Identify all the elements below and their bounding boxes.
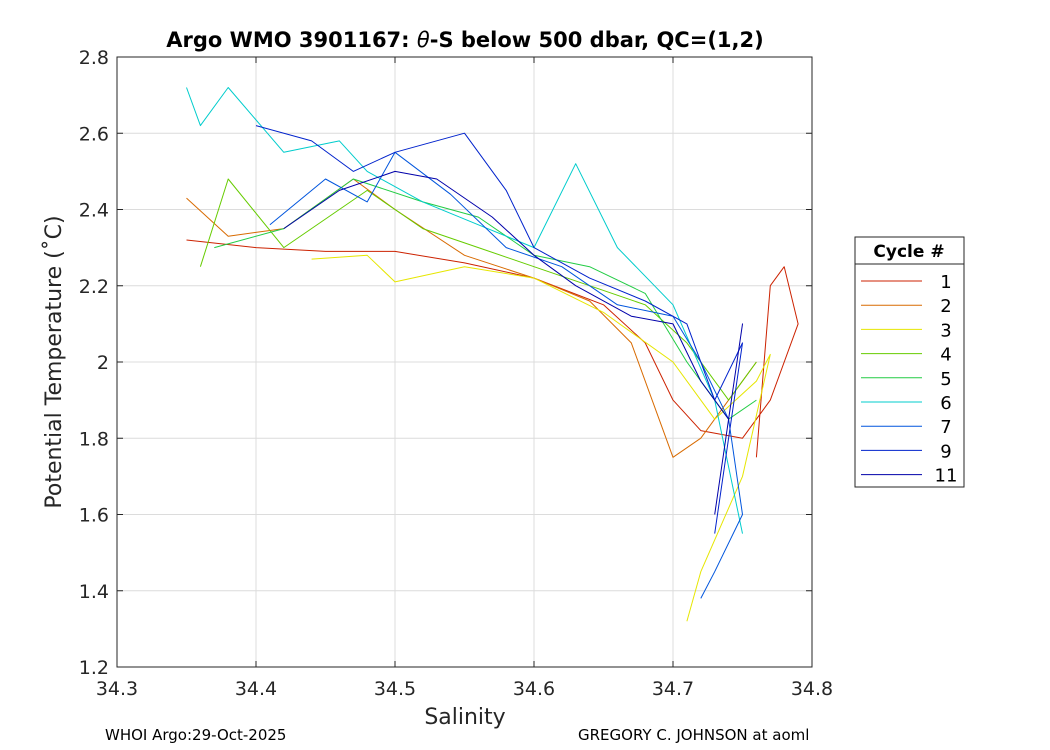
ticks-layer: 34.3 34.4 34.5 34.6 34.7 34.8 1.2 1.4 1.6 1.8 2 2.2…: [79, 47, 833, 700]
series-line-cycle-11: [283, 170, 743, 515]
legend-label-cycle-6: 6: [940, 393, 951, 414]
x-tick-label: 34.8: [791, 678, 833, 700]
y-tick-label: 1.6: [79, 505, 109, 527]
legend-label-cycle-9: 9: [940, 441, 951, 462]
x-tick-label: 34.5: [374, 678, 416, 700]
y-tick-label: 1.2: [79, 657, 109, 679]
y-tick-label: 1.4: [79, 581, 109, 603]
legend-title: Cycle #: [873, 242, 944, 262]
legend-box: [854, 236, 965, 488]
x-axis-label: Salinity: [424, 705, 505, 730]
y-axis-label: Potential Temperature (˚C): [42, 215, 67, 508]
y-tick-label: 2.2: [79, 276, 109, 298]
legend-label-cycle-4: 4: [940, 345, 951, 366]
legend-label-cycle-5: 5: [940, 369, 951, 390]
series-line-cycle-1: [186, 239, 799, 458]
series-layer: [186, 87, 799, 622]
x-tick-label: 34.4: [235, 678, 277, 700]
legend-label-cycle-2: 2: [940, 296, 951, 317]
series-line-cycle-3: [311, 254, 771, 622]
y-tick-label: 2: [97, 352, 109, 374]
y-tick-label: 2.6: [79, 123, 109, 145]
footer-right-credit: GREGORY C. JOHNSON at aoml: [578, 726, 810, 744]
x-tick-label: 34.6: [513, 678, 555, 700]
legend-label-cycle-1: 1: [940, 272, 951, 293]
x-tick-label: 34.7: [652, 678, 694, 700]
y-tick-label: 1.8: [79, 428, 109, 450]
y-tick-label: 2.4: [79, 200, 109, 222]
legend-label-cycle-3: 3: [940, 320, 951, 341]
chart-title: Argo WMO 3901167: θ-S below 500 dbar, QC…: [166, 28, 763, 52]
series-line-cycle-9: [255, 125, 743, 534]
grid: [116, 56, 813, 668]
legend: Cycle # 1 2 3 4 5 6 7 9 11: [854, 236, 965, 488]
legend-label-cycle-11: 11: [935, 466, 958, 487]
series-line-cycle-5: [214, 178, 757, 420]
y-tick-label: 2.8: [79, 47, 109, 69]
x-tick-label: 34.3: [96, 678, 138, 700]
legend-items: 1 2 3 4 5 6 7 9 11: [861, 272, 957, 487]
series-line-cycle-6: [186, 87, 743, 534]
legend-label-cycle-7: 7: [940, 417, 951, 438]
footer-left-credit: WHOI Argo:29-Oct-2025: [105, 726, 287, 744]
series-line-cycle-2: [186, 178, 757, 458]
series-line-cycle-7: [269, 151, 743, 599]
